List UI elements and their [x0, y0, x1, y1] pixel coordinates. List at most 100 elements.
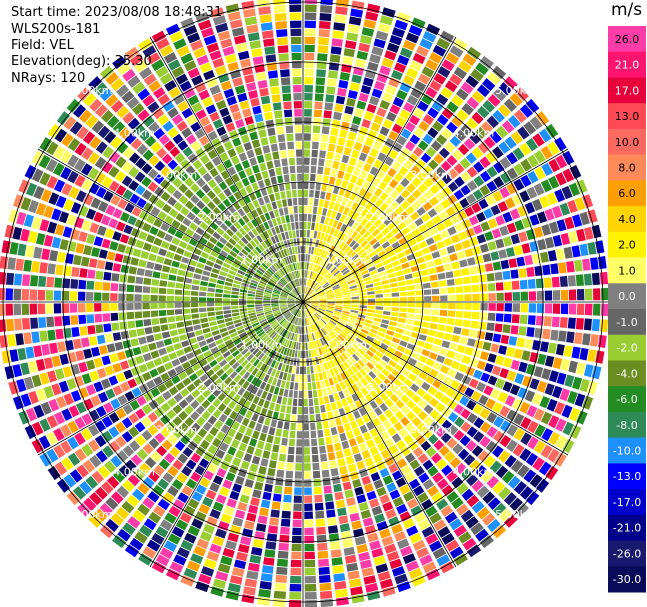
velocity-gate [219, 107, 230, 118]
velocity-gate [155, 66, 169, 78]
velocity-gate [183, 567, 198, 580]
velocity-gate [339, 432, 347, 442]
velocity-gate [206, 355, 215, 363]
velocity-gate [355, 195, 363, 204]
velocity-gate [359, 170, 368, 180]
velocity-gate [384, 207, 394, 216]
velocity-gate [456, 503, 469, 516]
velocity-gate [518, 231, 528, 243]
velocity-gate [158, 347, 167, 356]
velocity-gate [599, 271, 609, 285]
velocity-gate [273, 159, 281, 168]
velocity-gate [115, 372, 126, 383]
velocity-gate [391, 292, 400, 297]
velocity-gate [418, 263, 427, 270]
velocity-gate [320, 598, 334, 607]
velocity-gate [343, 388, 350, 397]
velocity-gate [115, 421, 126, 434]
velocity-gate [136, 328, 145, 337]
velocity-gate [502, 211, 513, 223]
velocity-gate [121, 161, 133, 173]
velocity-gate [529, 116, 543, 130]
velocity-gate [409, 532, 422, 544]
velocity-gate [388, 516, 400, 527]
velocity-gate [190, 183, 200, 193]
velocity-gate [351, 343, 359, 350]
velocity-gate [471, 284, 480, 293]
velocity-gate [304, 575, 316, 584]
velocity-gate [398, 317, 406, 324]
velocity-gate [413, 447, 424, 458]
velocity-gate [396, 345, 406, 353]
velocity-gate [121, 431, 133, 443]
velocity-gate [85, 384, 97, 396]
velocity-gate [164, 80, 177, 92]
velocity-gate [23, 332, 32, 345]
velocity-gate [284, 109, 293, 118]
velocity-gate [229, 346, 238, 354]
velocity-gate [480, 421, 491, 434]
velocity-gate [325, 252, 331, 260]
velocity-gate [282, 166, 289, 175]
velocity-gate [503, 492, 517, 506]
velocity-gate [524, 202, 536, 214]
velocity-gate [283, 389, 289, 397]
velocity-gate [293, 271, 297, 279]
velocity-gate [195, 581, 210, 593]
velocity-gate [33, 185, 45, 200]
velocity-gate [354, 245, 363, 253]
velocity-gate [363, 322, 372, 328]
velocity-gate [559, 275, 568, 287]
velocity-gate [96, 259, 106, 270]
velocity-gate [216, 163, 226, 173]
velocity-gate [74, 375, 85, 388]
velocity-gate [220, 250, 229, 257]
velocity-gate [574, 332, 583, 345]
velocity-gate [445, 206, 456, 217]
velocity-gate [399, 109, 411, 120]
velocity-gate [288, 349, 293, 357]
velocity-gate [206, 190, 216, 200]
velocity-gate [268, 256, 275, 264]
velocity-gate [513, 178, 525, 191]
range-ring-label: 2.00km [368, 381, 410, 394]
velocity-gate [327, 253, 334, 261]
velocity-gate [257, 415, 265, 424]
velocity-gate [415, 290, 424, 296]
velocity-gate [231, 335, 240, 342]
velocity-gate [255, 72, 267, 81]
velocity-gate [239, 289, 248, 293]
velocity-gate [214, 174, 224, 184]
velocity-gate [212, 364, 221, 373]
velocity-gate [354, 486, 364, 496]
range-ring-label: 5.00km [71, 84, 113, 97]
velocity-gate [198, 19, 212, 31]
velocity-gate [410, 265, 420, 273]
velocity-gate [330, 402, 338, 411]
velocity-gate [377, 223, 386, 232]
velocity-gate [58, 380, 69, 393]
velocity-gate [309, 306, 317, 312]
velocity-gate [305, 254, 308, 262]
velocity-gate [373, 376, 382, 385]
velocity-gate [470, 522, 484, 536]
velocity-gate [318, 356, 323, 364]
velocity-gate [262, 103, 272, 113]
velocity-gate [281, 363, 286, 372]
velocity-gate [225, 53, 237, 64]
velocity-gate [141, 404, 153, 415]
velocity-gate [233, 221, 242, 230]
velocity-gate [33, 404, 45, 419]
velocity-gate [284, 275, 290, 282]
velocity-gate [263, 298, 271, 301]
velocity-gate [279, 305, 287, 308]
velocity-gate [20, 362, 30, 376]
velocity-gate [331, 210, 337, 219]
velocity-gate [350, 290, 359, 295]
velocity-gate [79, 481, 93, 495]
velocity-gate [440, 295, 448, 302]
velocity-gate [179, 263, 188, 270]
velocity-gate [292, 290, 298, 296]
velocity-gate [131, 387, 142, 398]
velocity-gate [517, 464, 530, 478]
